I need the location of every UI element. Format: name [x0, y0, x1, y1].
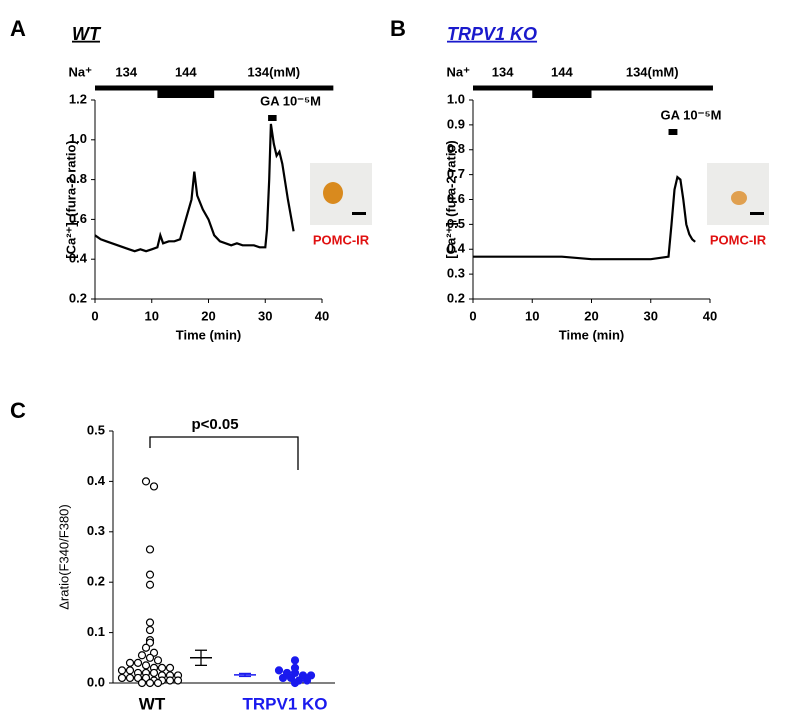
high-na-bar: [532, 86, 592, 98]
data-point: [141, 661, 151, 670]
y-tick-label: 0.1: [87, 624, 105, 639]
panel-letter: C: [10, 398, 26, 423]
data-point: [141, 477, 151, 486]
data-point: [145, 570, 155, 579]
cell: [731, 191, 747, 205]
trace: [94, 123, 295, 253]
panel-letter: A: [10, 16, 26, 41]
y-tick-label: 0.8: [69, 171, 87, 186]
y-tick-label: 0.3: [87, 523, 105, 538]
x-tick-label: 30: [258, 308, 272, 323]
y-axis-label: [Ca²⁺]ᵢ (fura-2 ratio): [443, 140, 458, 258]
category-label: WT: [139, 694, 166, 713]
y-tick-label: 0.2: [87, 574, 105, 589]
data-point: [145, 678, 155, 688]
y-axis-label: [Ca²⁺]ᵢ (fura-2 ratio): [63, 140, 78, 258]
y-tick-label: 1.2: [69, 91, 87, 106]
x-tick-label: 20: [584, 308, 598, 323]
na-label: Na⁺: [69, 64, 93, 79]
ga-bar: [668, 129, 678, 135]
scale-bar: [352, 212, 366, 215]
p-value: p<0.05: [191, 416, 238, 433]
x-axis-label: Time (min): [176, 327, 242, 342]
data-point: [165, 676, 175, 685]
ga-label: GA 10⁻⁵M: [661, 107, 722, 122]
x-tick-label: 0: [469, 308, 476, 323]
y-tick-label: 0.5: [447, 216, 465, 231]
data-point: [145, 618, 155, 627]
data-point: [137, 651, 147, 660]
inset-label: POMC-IR: [313, 232, 370, 247]
y-tick-label: 0.4: [69, 251, 88, 266]
ga-bar: [268, 115, 277, 121]
data-point: [125, 658, 135, 667]
data-point: [117, 673, 127, 683]
na-step-label: 144: [175, 64, 197, 79]
y-tick-label: 0.6: [447, 191, 465, 206]
data-point: [137, 678, 147, 688]
data-point: [153, 678, 163, 688]
x-tick-label: 20: [201, 308, 215, 323]
data-point: [133, 658, 143, 667]
category-label: TRPV1 KO: [242, 694, 327, 713]
data-point: [117, 666, 127, 675]
data-point: [157, 663, 167, 672]
data-point: [141, 643, 151, 652]
significance-bracket: [149, 436, 299, 470]
data-point: [290, 678, 300, 688]
y-tick-label: 0.3: [447, 266, 465, 281]
y-tick-label: 0.5: [87, 422, 105, 437]
data-point: [125, 673, 135, 683]
x-axis-label: Time (min): [559, 327, 625, 342]
na-step-label: 134: [492, 64, 514, 79]
panel-letter: B: [390, 16, 406, 41]
na-step-label: 134: [115, 64, 137, 79]
y-tick-label: 0.4: [87, 473, 106, 488]
data-point: [145, 625, 155, 635]
chart-title: TRPV1 KO: [447, 24, 537, 44]
na-step-label: 134(mM): [247, 64, 300, 79]
data-point: [173, 676, 183, 685]
y-tick-label: 0.9: [447, 116, 465, 131]
data-point: [165, 663, 175, 672]
y-tick-label: 0.7: [447, 166, 465, 181]
chart-title: WT: [72, 24, 102, 44]
cell: [323, 182, 343, 204]
ga-label: GA 10⁻⁵M: [260, 93, 321, 108]
data-point: [274, 666, 284, 675]
data-point: [125, 666, 135, 675]
y-axis-label: Δratio(F340/F380): [56, 504, 71, 610]
y-tick-label: 0.6: [69, 211, 87, 226]
na-step-label: 144: [551, 64, 573, 79]
trace: [473, 175, 696, 261]
scale-bar: [750, 212, 764, 215]
y-tick-label: 0.2: [447, 290, 465, 305]
x-tick-label: 40: [315, 308, 329, 323]
data-point: [153, 656, 163, 665]
data-point: [145, 545, 155, 554]
x-tick-label: 0: [91, 308, 98, 323]
na-step-label: 134(mM): [626, 64, 679, 79]
data-point: [290, 656, 300, 665]
x-tick-label: 40: [703, 308, 717, 323]
x-tick-label: 30: [644, 308, 658, 323]
high-na-bar: [157, 86, 215, 98]
data-point: [145, 653, 155, 662]
inset-label: POMC-IR: [710, 232, 767, 247]
data-point: [278, 673, 288, 683]
y-tick-label: 0.0: [87, 674, 105, 689]
y-tick-label: 0.4: [447, 241, 466, 256]
y-tick-label: 0.8: [447, 141, 465, 156]
data-point: [149, 668, 159, 678]
x-tick-label: 10: [145, 308, 159, 323]
y-tick-label: 1.0: [69, 131, 87, 146]
na-label: Na⁺: [447, 64, 471, 79]
x-tick-label: 10: [525, 308, 539, 323]
data-point: [145, 580, 155, 589]
data-point: [149, 482, 159, 491]
y-tick-label: 1.0: [447, 91, 465, 106]
y-tick-label: 0.2: [69, 290, 87, 305]
data-point: [302, 676, 312, 685]
